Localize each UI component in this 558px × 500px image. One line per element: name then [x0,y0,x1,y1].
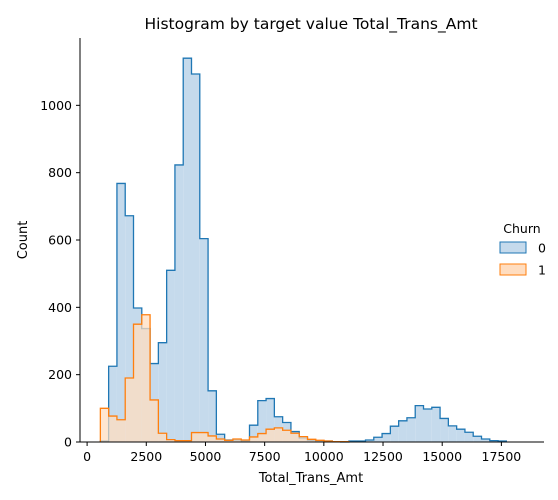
y-tick-label: 0 [64,435,72,450]
chart-title: Histogram by target value Total_Trans_Am… [144,15,477,34]
x-tick-label: 2500 [130,449,162,464]
legend-label-1: 1 [538,263,546,278]
bar-series-0-bin-10 [183,58,191,442]
bar-series-0-bin-9 [175,165,183,442]
bar-series-1-bin-20 [266,429,274,442]
bar-series-1-bin-23 [291,433,299,442]
bar-series-1-bin-0 [100,408,108,442]
bar-series-1-bin-1 [109,416,117,442]
bar-series-0-bin-34 [382,434,390,442]
histogram-bars [100,58,506,442]
bar-series-1-bin-12 [200,433,208,442]
legend-swatch-0 [500,242,526,253]
bar-series-0-bin-37 [407,418,415,442]
bar-series-1-bin-11 [192,433,200,442]
x-tick-label: 12500 [363,449,403,464]
y-tick-label: 400 [48,300,72,315]
bar-series-1-bin-4 [134,324,142,442]
legend: Churn 0 1 [500,221,546,278]
bar-series-0-bin-38 [415,406,423,442]
x-axis-label: Total_Trans_Amt [258,471,363,486]
x-axis-ticks: 0 2500 5000 7500 10000 12500 15000 17500 [83,442,521,464]
bar-series-0-bin-7 [158,343,166,442]
y-tick-label: 800 [48,165,72,180]
bar-series-0-bin-43 [457,429,465,442]
x-tick-label: 17500 [482,449,522,464]
bar-series-0-bin-8 [167,270,175,442]
bar-series-1-bin-18 [250,437,258,442]
bar-series-0-bin-33 [374,437,382,442]
y-tick-label: 600 [48,233,72,248]
bar-series-0-bin-13 [208,391,216,442]
bar-series-1-bin-6 [150,400,158,442]
series-1 [100,315,349,442]
y-axis-label: Count [16,221,31,260]
bar-series-0-bin-2 [117,183,125,442]
bar-series-1-bin-24 [299,437,307,442]
bar-series-0-bin-44 [465,432,473,442]
x-tick-label: 10000 [304,449,344,464]
bar-series-0-bin-36 [399,421,407,442]
bar-series-0-bin-11 [192,74,200,442]
legend-swatch-1 [500,264,526,275]
bar-series-1-bin-22 [283,430,291,442]
bar-series-0-bin-39 [424,409,432,442]
bar-series-1-bin-5 [142,315,150,442]
bar-series-0-bin-45 [473,436,481,442]
y-axis-ticks: 0 200 400 600 800 1000 [40,98,80,450]
bar-series-0-bin-40 [432,407,440,442]
x-tick-label: 0 [83,449,91,464]
bar-series-1-bin-7 [158,433,166,442]
y-tick-label: 1000 [40,98,72,113]
y-tick-label: 200 [48,367,72,382]
x-tick-label: 7500 [249,449,281,464]
bar-series-1-bin-2 [117,420,125,442]
legend-label-0: 0 [538,241,546,256]
bar-series-0-bin-41 [440,418,448,442]
bar-series-0-bin-35 [390,426,398,442]
legend-title: Churn [503,221,540,236]
bar-series-0-bin-42 [448,426,456,442]
x-tick-label: 5000 [190,449,222,464]
bar-series-1-bin-19 [258,434,266,442]
bar-series-1-bin-21 [274,428,282,442]
bar-series-1-bin-13 [208,436,216,442]
bar-series-1-bin-3 [125,378,133,442]
series-0 [100,58,506,442]
bar-series-0-bin-12 [200,239,208,442]
x-tick-label: 15000 [422,449,462,464]
